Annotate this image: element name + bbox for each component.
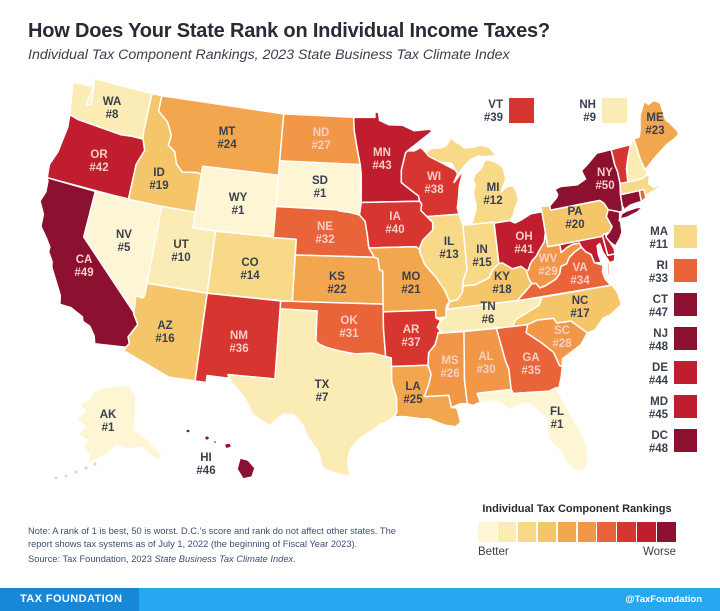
svg-text:WA: WA: [103, 96, 122, 108]
svg-text:#27: #27: [311, 140, 330, 152]
svg-text:NV: NV: [116, 229, 132, 241]
svg-text:WV: WV: [539, 253, 558, 265]
svg-text:#37: #37: [401, 337, 420, 349]
svg-text:#24: #24: [217, 139, 237, 151]
svg-text:#7: #7: [316, 392, 329, 404]
svg-text:CO: CO: [241, 257, 258, 269]
svg-text:LA: LA: [405, 381, 420, 393]
svg-text:IN: IN: [476, 244, 488, 256]
svg-text:OK: OK: [340, 315, 358, 327]
svg-text:#50: #50: [595, 180, 614, 192]
svg-text:AZ: AZ: [157, 320, 172, 332]
svg-text:ME: ME: [646, 112, 664, 124]
svg-text:IL: IL: [444, 236, 454, 248]
svg-text:#10: #10: [171, 252, 190, 264]
svg-text:#29: #29: [538, 266, 557, 278]
svg-text:#22: #22: [327, 284, 346, 296]
svg-text:#32: #32: [315, 234, 334, 246]
svg-text:NY: NY: [597, 167, 613, 179]
svg-text:SC: SC: [554, 325, 570, 337]
svg-text:WY: WY: [229, 192, 248, 204]
svg-text:NE: NE: [317, 221, 333, 233]
svg-text:#28: #28: [552, 338, 572, 350]
svg-text:KY: KY: [494, 271, 510, 283]
svg-text:#1: #1: [314, 188, 327, 200]
svg-text:AL: AL: [478, 351, 493, 363]
svg-text:#43: #43: [372, 160, 391, 172]
svg-text:KS: KS: [329, 271, 345, 283]
svg-text:#16: #16: [155, 333, 174, 345]
svg-text:#40: #40: [385, 224, 404, 236]
svg-text:#12: #12: [483, 195, 502, 207]
svg-text:#46: #46: [196, 465, 215, 477]
svg-text:#35: #35: [521, 365, 541, 377]
svg-text:#1: #1: [232, 205, 245, 217]
svg-text:ND: ND: [313, 127, 330, 139]
svg-text:UT: UT: [173, 239, 188, 251]
svg-text:MS: MS: [441, 355, 459, 367]
svg-text:#26: #26: [440, 368, 459, 380]
svg-text:AR: AR: [403, 324, 420, 336]
svg-text:MO: MO: [402, 271, 421, 283]
svg-text:OH: OH: [515, 231, 532, 243]
svg-text:#49: #49: [74, 267, 93, 279]
svg-text:#1: #1: [551, 419, 564, 431]
svg-text:#17: #17: [570, 308, 589, 320]
svg-text:#23: #23: [645, 125, 664, 137]
svg-text:WI: WI: [427, 171, 441, 183]
svg-text:#21: #21: [401, 284, 421, 296]
svg-text:TX: TX: [315, 379, 330, 391]
svg-text:VA: VA: [572, 262, 587, 274]
svg-text:SD: SD: [312, 175, 328, 187]
svg-text:#6: #6: [482, 314, 495, 326]
svg-text:GA: GA: [522, 352, 539, 364]
svg-text:#41: #41: [514, 244, 534, 256]
svg-text:#18: #18: [492, 284, 512, 296]
svg-text:#8: #8: [106, 109, 119, 121]
svg-text:MN: MN: [373, 147, 391, 159]
svg-text:FL: FL: [550, 406, 564, 418]
svg-text:#36: #36: [229, 343, 248, 355]
svg-text:PA: PA: [567, 206, 582, 218]
svg-text:HI: HI: [200, 452, 212, 464]
svg-text:CA: CA: [76, 254, 93, 266]
svg-text:#25: #25: [403, 394, 423, 406]
svg-text:MI: MI: [487, 182, 500, 194]
svg-text:#13: #13: [439, 249, 458, 261]
svg-text:NC: NC: [572, 295, 589, 307]
svg-text:TN: TN: [480, 301, 495, 313]
svg-text:ID: ID: [153, 167, 165, 179]
svg-text:#14: #14: [240, 270, 260, 282]
svg-text:#31: #31: [339, 328, 359, 340]
svg-text:#38: #38: [424, 184, 444, 196]
svg-text:#20: #20: [565, 219, 584, 231]
svg-text:#15: #15: [472, 257, 492, 269]
svg-text:NM: NM: [230, 330, 248, 342]
svg-text:#42: #42: [89, 162, 108, 174]
svg-text:AK: AK: [100, 409, 117, 421]
svg-text:IA: IA: [389, 211, 401, 223]
svg-text:#34: #34: [570, 275, 590, 287]
svg-text:MT: MT: [219, 126, 236, 138]
svg-text:OR: OR: [90, 149, 108, 161]
svg-text:#5: #5: [118, 242, 131, 254]
svg-text:#19: #19: [149, 180, 168, 192]
svg-text:#1: #1: [102, 422, 115, 434]
svg-text:#30: #30: [476, 364, 495, 376]
